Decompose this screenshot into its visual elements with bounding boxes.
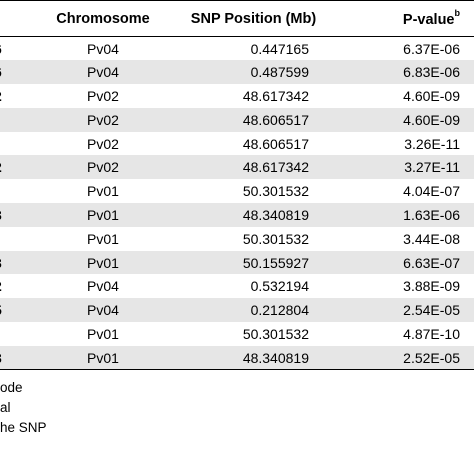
snp-position-cell: 50.301532 — [242, 183, 309, 200]
snp-position-cell: 48.617342 — [242, 87, 309, 104]
row-lead-cell: 6 — [0, 60, 30, 84]
row-lead-cell: 6 — [0, 37, 30, 61]
table-row: 6 Pv04 0.447165 6.37E-06 — [0, 37, 474, 61]
row-lead-text: 3 — [0, 207, 2, 223]
chromosome-cell: Pv01 — [87, 230, 119, 247]
table-row: 2 Pv02 48.617342 3.27E-11 — [0, 155, 474, 180]
row-lead-text: 2 — [0, 159, 2, 175]
pvalue-cell: 4.87E-10 — [403, 325, 460, 342]
chromosome-cell: Pv04 — [87, 302, 119, 319]
snp-position-cell: 0.487599 — [250, 64, 309, 81]
pvalue-cell: 3.88E-09 — [403, 278, 460, 295]
snp-position-cell: 48.340819 — [176, 345, 331, 371]
table-row: 2 Pv02 48.617342 4.60E-09 — [0, 84, 474, 108]
chromosome-cell: Pv01 — [87, 254, 119, 271]
pvalue-cell: 3.27E-11 — [404, 159, 460, 176]
row-lead-text: 3 — [0, 350, 2, 366]
snp-position-cell: 50.301532 — [242, 230, 309, 247]
footnotes: ode al he SNP — [0, 378, 474, 438]
snp-position-cell: 50.301532 — [242, 325, 309, 342]
row-lead-cell: 2 — [0, 84, 30, 108]
table-row: 5 Pv04 0.212804 2.54E-05 — [0, 298, 474, 323]
table-row: 2 Pv04 0.532194 3.88E-09 — [0, 274, 474, 298]
table-row: Pv01 50.301532 3.44E-08 — [0, 227, 474, 251]
chromosome-cell: Pv01 — [87, 183, 119, 200]
snp-position-cell: 48.617342 — [242, 159, 309, 176]
pvalue-cell: 6.37E-06 — [403, 40, 460, 57]
header-snp-position: SNP Position (Mb) — [176, 0, 331, 37]
pvalue-cell: 2.54E-05 — [403, 302, 460, 319]
snp-table: Chromosome SNP Position (Mb) P-valueb 6 P… — [0, 0, 474, 371]
row-lead-cell — [0, 227, 30, 251]
row-lead-cell: 3 — [0, 251, 30, 275]
row-lead-text: 2 — [0, 88, 2, 104]
header-pvalue: P-valueb — [331, 0, 474, 37]
header-chromosome: Chromosome — [30, 0, 176, 37]
row-lead-text: 2 — [0, 278, 2, 294]
pvalue-cell: 2.52E-05 — [331, 345, 474, 371]
chromosome-cell: Pv02 — [87, 159, 119, 176]
header-pvalue-label: P-value — [402, 11, 455, 28]
table-row: Pv02 48.606517 4.60E-09 — [0, 107, 474, 132]
row-lead-cell — [0, 132, 30, 156]
snp-table-container: Chromosome SNP Position (Mb) P-valueb 6 P… — [0, 0, 474, 371]
row-lead-cell: 3 — [0, 203, 30, 227]
header-pvalue-footnote-mark: b — [454, 7, 461, 18]
table-row: Pv01 50.301532 4.87E-10 — [0, 322, 474, 346]
pvalue-cell: 4.04E-07 — [403, 183, 460, 200]
pvalue-cell: 6.63E-07 — [403, 254, 460, 271]
table-body: 6 Pv04 0.447165 6.37E-06 6 Pv04 0.487599 6.83E-… — [0, 37, 474, 371]
chromosome-cell: Pv02 — [87, 87, 119, 104]
snp-position-cell: 48.606517 — [242, 135, 309, 152]
footnote-line: he SNP — [0, 420, 47, 435]
pvalue-cell: 6.83E-06 — [403, 64, 460, 81]
footnote-line: al — [0, 400, 11, 415]
row-lead-cell — [0, 108, 30, 132]
pvalue-cell: 4.60E-09 — [403, 87, 460, 104]
snp-position-cell: 48.340819 — [242, 206, 309, 223]
snp-position-cell: 0.212804 — [250, 302, 309, 319]
row-lead-cell: 2 — [0, 274, 30, 298]
row-lead-cell: 2 — [0, 155, 30, 179]
snp-position-cell: 50.155927 — [242, 254, 309, 271]
snp-position-cell: 0.447165 — [250, 40, 309, 57]
footnote-line: ode — [0, 380, 23, 395]
row-lead-text: 6 — [0, 64, 2, 80]
pvalue-cell: 3.26E-11 — [404, 135, 460, 152]
pvalue-cell: 1.63E-06 — [403, 206, 460, 223]
row-lead-cell — [0, 322, 30, 346]
snp-position-cell: 0.532194 — [250, 278, 309, 295]
row-lead-cell: 5 — [0, 298, 30, 322]
chromosome-cell: Pv04 — [87, 278, 119, 295]
chromosome-cell: Pv04 — [87, 40, 119, 57]
row-lead-cell — [0, 179, 30, 203]
row-lead-text: 5 — [0, 302, 2, 318]
chromosome-cell: Pv01 — [87, 325, 119, 342]
chromosome-cell: Pv04 — [87, 64, 119, 81]
table-row: 3 Pv01 50.155927 6.63E-07 — [0, 250, 474, 275]
snp-position-cell: 48.606517 — [242, 111, 309, 128]
header-row: Chromosome SNP Position (Mb) P-valueb — [0, 0, 474, 37]
header-lead — [0, 0, 30, 37]
chromosome-cell: Pv01 — [87, 206, 119, 223]
table-header: Chromosome SNP Position (Mb) P-valueb — [0, 0, 474, 37]
chromosome-cell: Pv02 — [87, 111, 119, 128]
chromosome-cell: Pv01 — [30, 345, 176, 371]
chromosome-cell: Pv02 — [87, 135, 119, 152]
pvalue-cell: 3.44E-08 — [403, 230, 460, 247]
row-lead-cell: 3 — [0, 345, 30, 371]
table-row: 6 Pv04 0.487599 6.83E-06 — [0, 60, 474, 85]
row-lead-text: 6 — [0, 41, 2, 57]
table-row: Pv01 50.301532 4.04E-07 — [0, 179, 474, 203]
pvalue-cell: 4.60E-09 — [403, 111, 460, 128]
table-row: Pv02 48.606517 3.26E-11 — [0, 132, 474, 156]
row-lead-text: 3 — [0, 255, 2, 271]
table-row: 3 Pv01 48.340819 1.63E-06 — [0, 203, 474, 227]
